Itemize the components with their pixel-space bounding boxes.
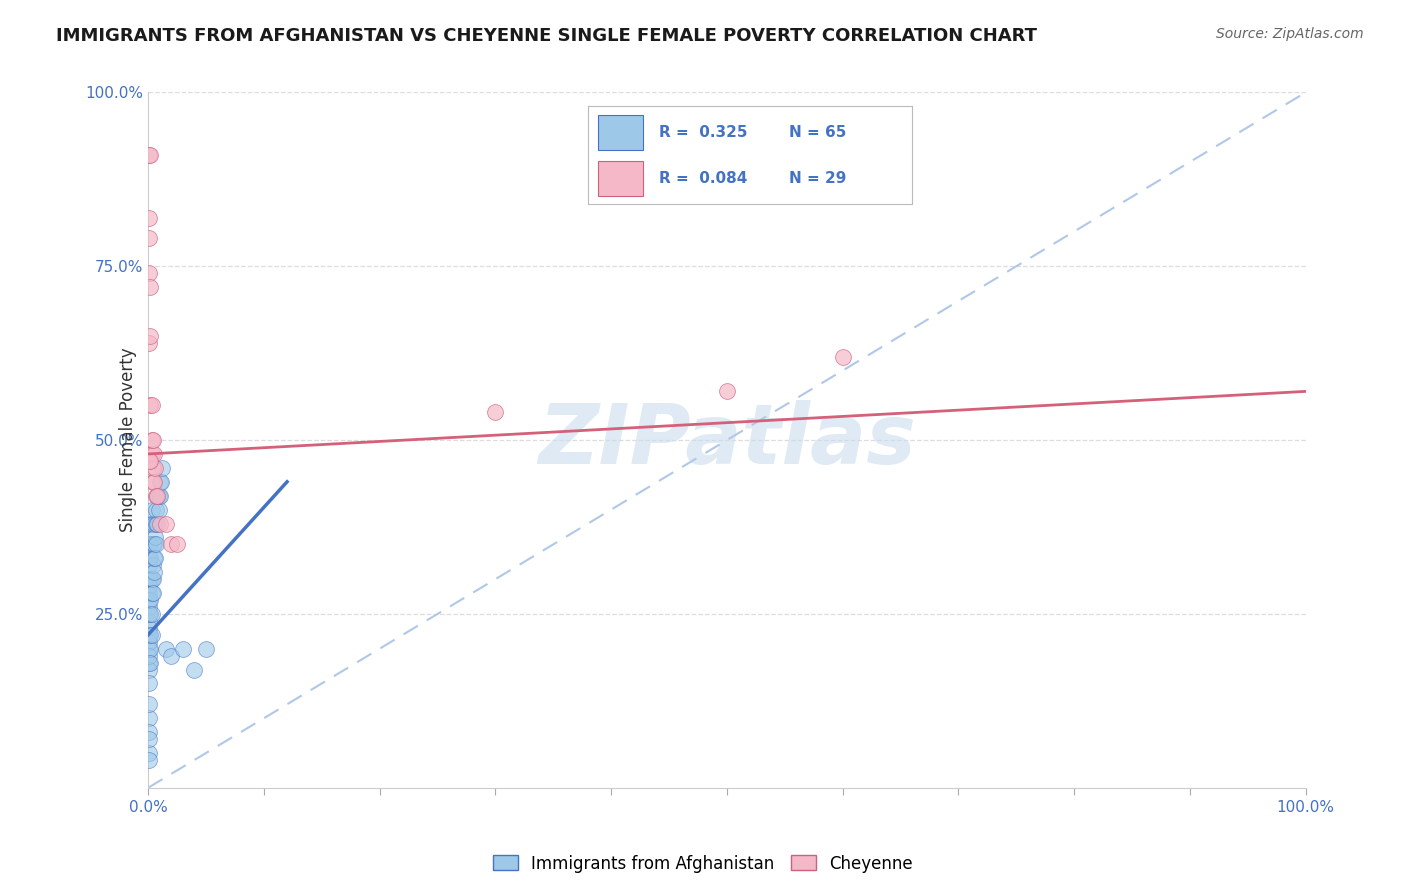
Point	[155, 516, 177, 531]
Point	[139, 328, 162, 343]
Point	[138, 663, 160, 677]
Point	[142, 475, 165, 489]
Point	[142, 572, 165, 586]
Point	[160, 537, 183, 551]
Point	[149, 489, 172, 503]
Point	[138, 634, 160, 648]
Point	[148, 489, 170, 503]
Text: Source: ZipAtlas.com: Source: ZipAtlas.com	[1216, 27, 1364, 41]
Point	[139, 572, 162, 586]
Point	[138, 698, 160, 712]
Point	[139, 148, 162, 162]
Point	[138, 516, 160, 531]
Point	[149, 475, 172, 489]
Point	[139, 280, 162, 294]
Point	[138, 231, 160, 245]
Point	[138, 656, 160, 670]
Point	[139, 641, 162, 656]
Point	[138, 614, 160, 628]
Point	[145, 502, 167, 516]
Point	[138, 599, 160, 614]
Point	[160, 648, 183, 663]
Point	[484, 405, 506, 419]
Point	[138, 746, 160, 760]
Point	[138, 628, 160, 642]
Point	[139, 398, 162, 412]
Point	[142, 537, 165, 551]
Point	[138, 593, 160, 607]
Point	[142, 475, 165, 489]
Point	[139, 628, 162, 642]
Point	[138, 148, 160, 162]
Point	[145, 537, 167, 551]
Point	[172, 641, 194, 656]
Point	[138, 648, 160, 663]
Point	[183, 663, 205, 677]
Point	[142, 565, 165, 579]
Point	[142, 433, 165, 447]
Point	[138, 641, 160, 656]
Legend: Immigrants from Afghanistan, Cheyenne: Immigrants from Afghanistan, Cheyenne	[486, 848, 920, 880]
Point	[146, 489, 169, 503]
Point	[139, 607, 162, 621]
Point	[141, 447, 163, 461]
Point	[141, 516, 163, 531]
Point	[139, 454, 162, 468]
Point	[155, 641, 177, 656]
Text: ZIPatlas: ZIPatlas	[538, 400, 915, 481]
Point	[138, 266, 160, 280]
Point	[142, 537, 165, 551]
Point	[831, 350, 853, 364]
Point	[139, 656, 162, 670]
Point	[146, 516, 169, 531]
Point	[716, 384, 738, 399]
Point	[166, 537, 188, 551]
Point	[138, 607, 160, 621]
Point	[138, 551, 160, 566]
Point	[149, 516, 172, 531]
Y-axis label: Single Female Poverty: Single Female Poverty	[120, 348, 136, 533]
Point	[138, 621, 160, 635]
Point	[142, 558, 165, 573]
Point	[148, 502, 170, 516]
Text: IMMIGRANTS FROM AFGHANISTAN VS CHEYENNE SINGLE FEMALE POVERTY CORRELATION CHART: IMMIGRANTS FROM AFGHANISTAN VS CHEYENNE …	[56, 27, 1038, 45]
Point	[138, 586, 160, 600]
Point	[143, 530, 166, 544]
Point	[138, 558, 160, 573]
Point	[143, 461, 166, 475]
Point	[141, 502, 163, 516]
Point	[141, 586, 163, 600]
Point	[138, 753, 160, 767]
Point	[141, 572, 163, 586]
Point	[139, 537, 162, 551]
Point	[142, 447, 165, 461]
Point	[141, 398, 163, 412]
Point	[143, 551, 166, 566]
Point	[138, 335, 160, 350]
Point	[138, 572, 160, 586]
Point	[146, 489, 169, 503]
Point	[141, 433, 163, 447]
Point	[195, 641, 218, 656]
Point	[138, 725, 160, 739]
Point	[142, 551, 165, 566]
Point	[149, 475, 172, 489]
Point	[145, 516, 167, 531]
Point	[141, 628, 163, 642]
Point	[139, 593, 162, 607]
Point	[138, 711, 160, 725]
Point	[139, 551, 162, 566]
Point	[138, 211, 160, 225]
Point	[142, 516, 165, 531]
Point	[145, 489, 167, 503]
Point	[138, 454, 160, 468]
Point	[138, 676, 160, 690]
Point	[142, 586, 165, 600]
Point	[141, 607, 163, 621]
Point	[138, 732, 160, 747]
Point	[142, 461, 165, 475]
Point	[138, 579, 160, 593]
Point	[150, 461, 173, 475]
Point	[138, 537, 160, 551]
